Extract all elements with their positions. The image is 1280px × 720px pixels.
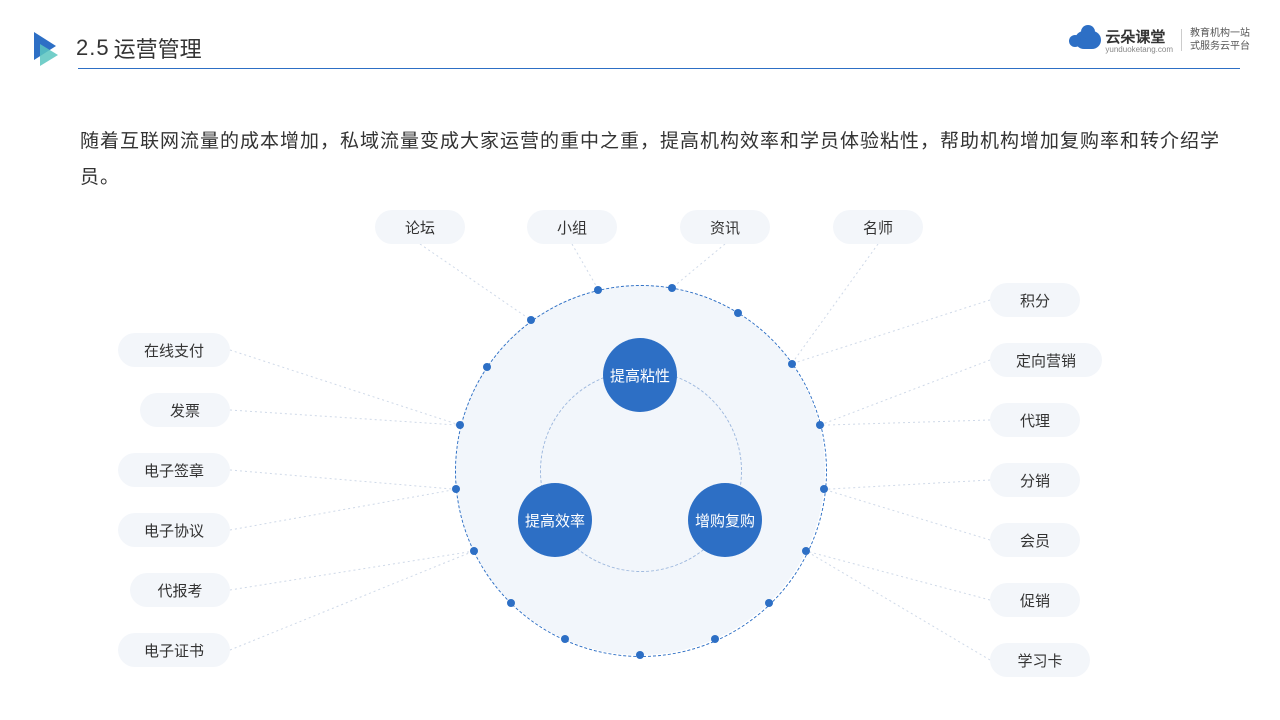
ring-dot	[470, 547, 478, 555]
brand-text: 云朵课堂	[1105, 29, 1165, 46]
ring-dot	[711, 635, 719, 643]
description-text: 随着互联网流量的成本增加，私域流量变成大家运营的重中之重，提高机构效率和学员体验…	[80, 124, 1230, 196]
brand-tagline: 教育机构一站式服务云平台	[1190, 27, 1250, 53]
pill-论坛: 论坛	[375, 210, 465, 244]
ring-dot	[636, 651, 644, 659]
pill-在线支付: 在线支付	[118, 333, 230, 367]
ring-dot	[765, 599, 773, 607]
cloud-icon	[1075, 31, 1101, 49]
ring-dot	[788, 360, 796, 368]
pill-促销: 促销	[990, 583, 1080, 617]
section-title: 运营管理	[114, 32, 202, 64]
ring-dot	[483, 363, 491, 371]
hub-efficiency: 提高效率	[518, 483, 592, 557]
pill-电子证书: 电子证书	[118, 633, 230, 667]
title-underline	[78, 68, 1240, 69]
pill-名师: 名师	[833, 210, 923, 244]
pill-积分: 积分	[990, 283, 1080, 317]
ring-dot	[802, 547, 810, 555]
pill-定向营销: 定向营销	[990, 343, 1102, 377]
ring-dot	[668, 284, 676, 292]
pill-代理: 代理	[990, 403, 1080, 437]
section-number: 2.5	[76, 35, 110, 61]
pill-学习卡: 学习卡	[990, 643, 1090, 677]
pill-资讯: 资讯	[680, 210, 770, 244]
pill-电子签章: 电子签章	[118, 453, 230, 487]
slide-title: 2.5 运营管理	[34, 32, 202, 64]
ring-dot	[820, 485, 828, 493]
hub-stickiness: 提高粘性	[603, 338, 677, 412]
pill-电子协议: 电子协议	[118, 513, 230, 547]
operations-diagram: 提高粘性提高效率 增购复购 论坛 小组 资讯 名师在线支付发票电子签章电子协议代报考电子证…	[0, 200, 1280, 720]
pill-代报考: 代报考	[130, 573, 230, 607]
pill-小组: 小组	[527, 210, 617, 244]
ring-dot	[816, 421, 824, 429]
pill-分销: 分销	[990, 463, 1080, 497]
logo-divider	[1181, 29, 1182, 51]
play-icon	[34, 32, 66, 64]
ring-dot	[561, 635, 569, 643]
pill-会员: 会员	[990, 523, 1080, 557]
hub-repurchase: 增购复购	[688, 483, 762, 557]
pill-发票: 发票	[140, 393, 230, 427]
brand-sub: yunduoketang.com	[1105, 46, 1173, 54]
brand-logo: 云朵课堂 yunduoketang.com 教育机构一站式服务云平台	[1075, 22, 1250, 58]
